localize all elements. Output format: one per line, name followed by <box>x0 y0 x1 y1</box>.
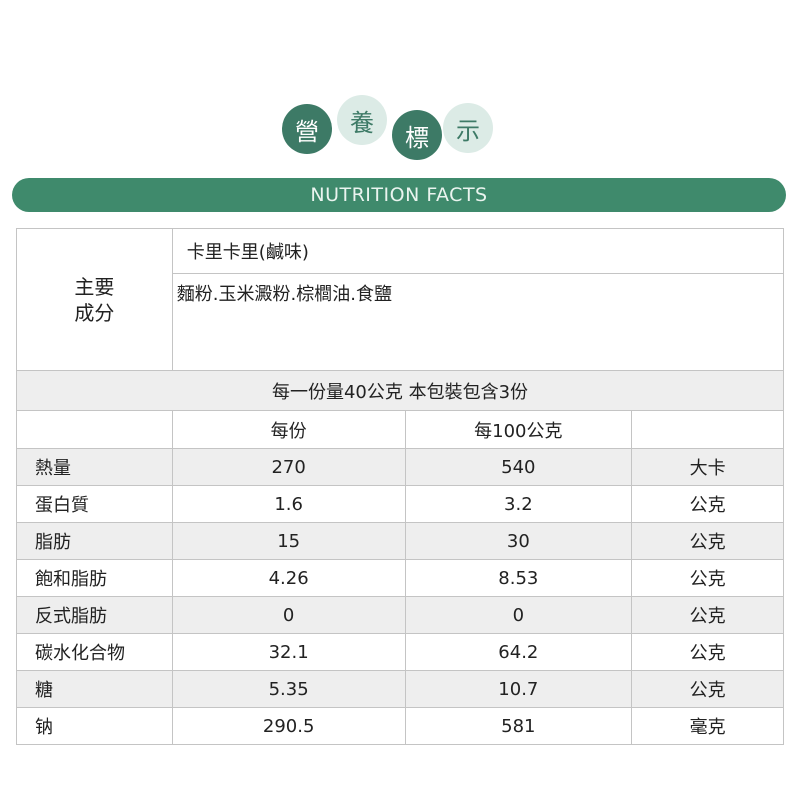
title-char-circle: 示 <box>443 103 493 153</box>
nutrient-name: 蛋白質 <box>16 485 173 523</box>
nutrient-name: 糖 <box>16 670 173 708</box>
nutrient-row: 熱量 270 540 大卡 <box>16 448 784 486</box>
nutrition-table: 主要 成分 卡里卡里(鹹味) 麵粉.玉米澱粉.棕櫚油.食鹽 每一份量40公克 本… <box>16 228 785 745</box>
value-per-serving: 15 <box>171 522 406 560</box>
unit: 公克 <box>631 522 784 560</box>
nutrient-name: 脂肪 <box>16 522 173 560</box>
nutrient-name: 飽和脂肪 <box>16 559 173 597</box>
nutrient-row: 脂肪 15 30 公克 <box>16 522 784 560</box>
header-unit <box>631 410 784 449</box>
unit: 毫克 <box>631 707 784 745</box>
nutrient-row: 飽和脂肪 4.26 8.53 公克 <box>16 559 784 597</box>
title-char-circle: 營 <box>282 104 332 154</box>
value-per-serving: 290.5 <box>171 707 406 745</box>
title-char-circle: 養 <box>337 95 387 145</box>
ingredients-list: 麵粉.玉米澱粉.棕櫚油.食鹽 <box>171 273 785 371</box>
value-per-serving: 0 <box>171 596 406 634</box>
nutrient-row: 钠 290.5 581 毫克 <box>16 707 784 745</box>
value-per-serving: 270 <box>171 448 406 486</box>
ingredients-label: 主要 成分 <box>16 228 173 371</box>
unit: 公克 <box>631 670 784 708</box>
nutrient-row: 糖 5.35 10.7 公克 <box>16 670 784 708</box>
value-per-100g: 581 <box>404 707 633 745</box>
unit: 大卡 <box>631 448 784 486</box>
nutrient-row: 碳水化合物 32.1 64.2 公克 <box>16 633 784 671</box>
unit: 公克 <box>631 596 784 634</box>
nutrient-name: 钠 <box>16 707 173 745</box>
nutrient-name: 碳水化合物 <box>16 633 173 671</box>
serving-info: 每一份量40公克 本包裝包含3份 <box>16 370 784 411</box>
nutrition-facts-banner: NUTRITION FACTS <box>12 178 786 212</box>
nutrient-row: 反式脂肪 0 0 公克 <box>16 596 784 634</box>
value-per-serving: 1.6 <box>171 485 406 523</box>
nutrient-row: 蛋白質 1.6 3.2 公克 <box>16 485 784 523</box>
product-name: 卡里卡里(鹹味) <box>171 228 785 274</box>
value-per-serving: 4.26 <box>171 559 406 597</box>
unit: 公克 <box>631 559 784 597</box>
nutrient-name: 反式脂肪 <box>16 596 173 634</box>
value-per-100g: 30 <box>404 522 633 560</box>
value-per-serving: 5.35 <box>171 670 406 708</box>
value-per-100g: 8.53 <box>404 559 633 597</box>
value-per-100g: 0 <box>404 596 633 634</box>
value-per-serving: 32.1 <box>171 633 406 671</box>
value-per-100g: 540 <box>404 448 633 486</box>
unit: 公克 <box>631 485 784 523</box>
value-per-100g: 3.2 <box>404 485 633 523</box>
nutrient-name: 熱量 <box>16 448 173 486</box>
value-per-100g: 10.7 <box>404 670 633 708</box>
header-per-100g: 每100公克 <box>404 410 633 449</box>
title-char-circle: 標 <box>392 110 442 160</box>
value-per-100g: 64.2 <box>404 633 633 671</box>
unit: 公克 <box>631 633 784 671</box>
header-per-serving: 每份 <box>171 410 406 449</box>
header-blank <box>16 410 173 449</box>
